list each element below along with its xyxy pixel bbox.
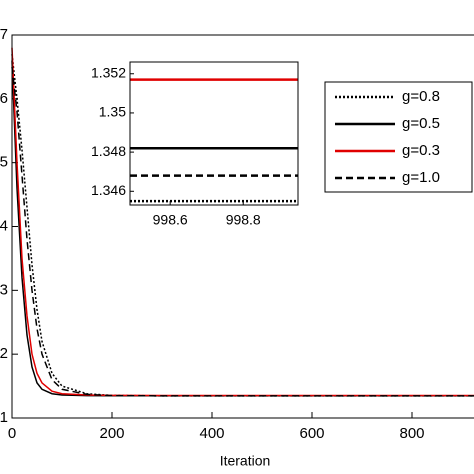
legend-label: g=0.3 xyxy=(402,142,440,159)
y-tick-label: 7 xyxy=(0,26,8,43)
x-tick-label: 800 xyxy=(399,425,424,442)
y-tick-label: 1.346 xyxy=(91,182,126,198)
legend-label: g=0.5 xyxy=(402,115,440,132)
legend-label: g=1.0 xyxy=(402,169,440,186)
legend-box xyxy=(324,81,473,193)
plot-frame xyxy=(11,34,474,419)
plot-frame xyxy=(129,61,299,206)
x-tick-label: 0 xyxy=(8,425,16,442)
y-tick-label: 6 xyxy=(0,90,8,107)
x-tick-label: 998.8 xyxy=(226,212,261,228)
y-tick-label: 1.352 xyxy=(91,64,126,80)
x-axis-label: Iteration xyxy=(220,453,271,469)
line xyxy=(11,66,474,397)
y-tick-label: 4 xyxy=(0,217,8,234)
x-tick-label: 400 xyxy=(199,425,224,442)
y-tick-label: 5 xyxy=(0,154,8,171)
y-tick-label: 1 xyxy=(0,409,8,426)
x-tick-label: 600 xyxy=(299,425,324,442)
x-tick-label: 998.6 xyxy=(153,212,188,228)
x-tick-label: 200 xyxy=(99,425,124,442)
plot-area xyxy=(130,62,298,205)
y-tick-label: 3 xyxy=(0,281,8,298)
y-tick-label: 1.348 xyxy=(91,143,126,159)
legend-label: g=0.8 xyxy=(402,88,440,105)
y-tick-label: 2 xyxy=(0,345,8,362)
y-tick-label: 1.35 xyxy=(99,104,126,120)
